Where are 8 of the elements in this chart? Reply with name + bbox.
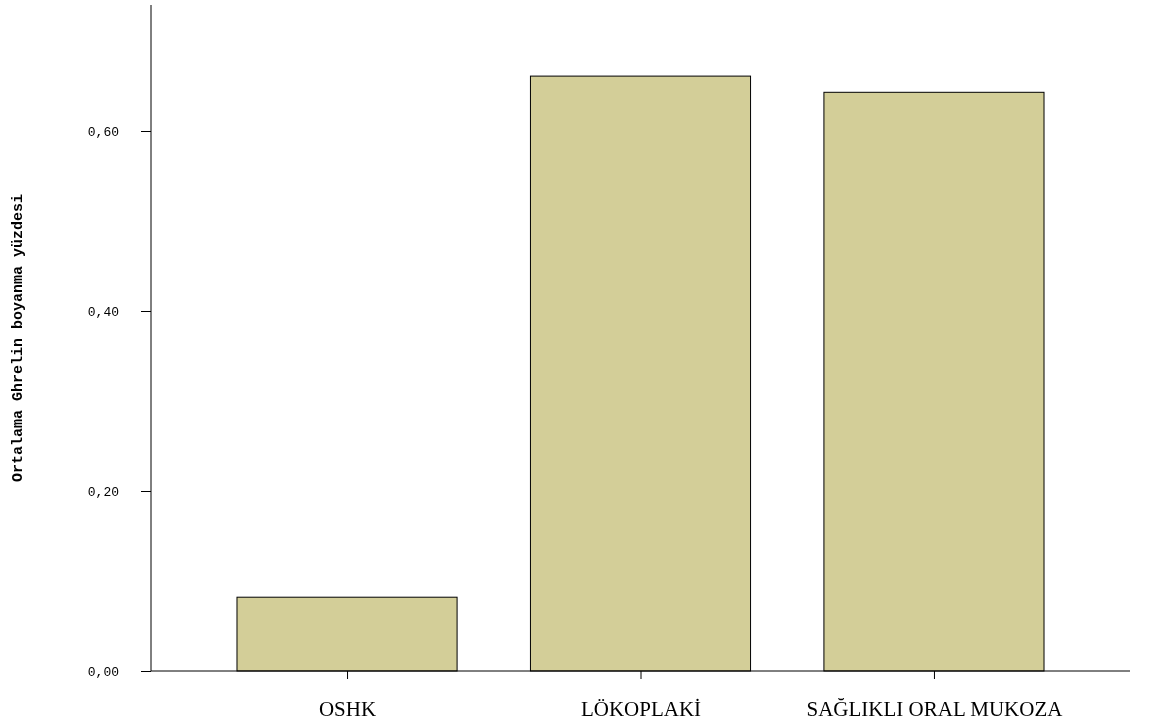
x-tick-label: SAĞLIKLI ORAL MUKOZA: [806, 696, 1064, 721]
x-tick-label: LÖKOPLAKİ: [580, 696, 702, 721]
y-tick-label: 0,20: [87, 484, 119, 500]
x-tick-label: OSHK: [318, 696, 377, 721]
y-axis-title: Ortalama Ghrelin boyanma yüzdesi: [10, 193, 27, 483]
y-tick-label: 0,40: [87, 304, 119, 320]
y-tick-label: 0,00: [87, 664, 119, 680]
y-tick-label: 0,60: [87, 124, 119, 140]
